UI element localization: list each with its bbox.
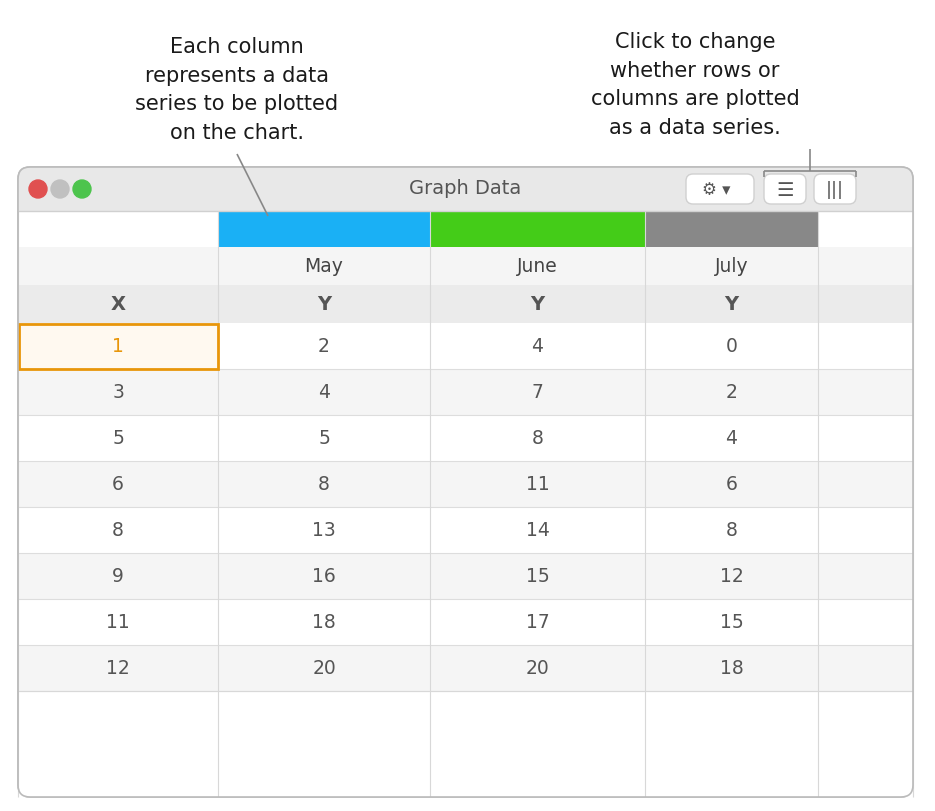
Text: 8: 8 — [112, 521, 124, 540]
Text: ☰: ☰ — [776, 180, 794, 200]
Text: 1: 1 — [112, 337, 124, 356]
Text: 9: 9 — [112, 567, 124, 586]
FancyBboxPatch shape — [814, 175, 856, 204]
Text: 13: 13 — [312, 521, 336, 540]
Bar — [218, 324, 913, 370]
Text: Each column
represents a data
series to be plotted
on the chart.: Each column represents a data series to … — [136, 36, 338, 143]
Text: 4: 4 — [531, 337, 543, 356]
Bar — [18, 370, 913, 415]
Text: 2: 2 — [726, 383, 738, 402]
Text: 18: 18 — [312, 613, 336, 632]
Bar — [18, 415, 913, 461]
Text: 8: 8 — [726, 521, 738, 540]
Bar — [18, 324, 218, 370]
Text: 6: 6 — [726, 475, 738, 494]
Circle shape — [29, 181, 47, 199]
Bar — [818, 212, 913, 247]
Bar — [218, 212, 430, 247]
Text: 20: 20 — [312, 659, 336, 678]
Text: 15: 15 — [720, 613, 743, 632]
Bar — [18, 461, 913, 508]
Text: 4: 4 — [726, 429, 738, 448]
Text: Y: Y — [725, 295, 739, 314]
Text: Y: Y — [530, 295, 544, 314]
Text: July: July — [714, 257, 748, 277]
Text: Click to change
whether rows or
columns are plotted
as a data series.: Click to change whether rows or columns … — [591, 32, 799, 138]
Text: Y: Y — [317, 295, 331, 314]
Circle shape — [51, 181, 69, 199]
Text: 8: 8 — [318, 475, 330, 494]
Text: 3: 3 — [112, 383, 124, 402]
Bar — [18, 285, 913, 324]
Text: 0: 0 — [726, 337, 738, 356]
Text: 7: 7 — [532, 383, 543, 402]
Text: 8: 8 — [532, 429, 543, 448]
Bar — [18, 691, 913, 797]
Text: 15: 15 — [525, 567, 550, 586]
Bar — [18, 212, 218, 247]
Text: |||: ||| — [826, 181, 844, 199]
Text: 20: 20 — [525, 659, 550, 678]
Text: June: June — [517, 257, 558, 277]
FancyBboxPatch shape — [18, 168, 913, 212]
Text: 12: 12 — [720, 567, 743, 586]
Text: 17: 17 — [525, 613, 550, 632]
Bar — [18, 508, 913, 553]
Text: 11: 11 — [525, 475, 550, 494]
Text: 18: 18 — [720, 659, 743, 678]
Text: 12: 12 — [107, 659, 130, 678]
Text: Graph Data: Graph Data — [410, 179, 522, 198]
Text: 2: 2 — [318, 337, 330, 356]
Bar — [19, 324, 218, 369]
Bar — [645, 212, 818, 247]
FancyBboxPatch shape — [764, 175, 806, 204]
FancyBboxPatch shape — [18, 168, 913, 797]
Text: ⚙ ▾: ⚙ ▾ — [702, 181, 730, 199]
Bar — [430, 212, 645, 247]
Text: 4: 4 — [318, 383, 330, 402]
Text: 6: 6 — [112, 475, 124, 494]
Circle shape — [73, 181, 91, 199]
Text: 14: 14 — [525, 521, 550, 540]
Bar — [18, 191, 913, 212]
Bar — [18, 646, 913, 691]
Text: 16: 16 — [312, 567, 336, 586]
Bar — [18, 599, 913, 646]
Bar — [18, 553, 913, 599]
Text: X: X — [110, 295, 125, 314]
FancyBboxPatch shape — [686, 175, 754, 204]
Bar — [18, 247, 913, 285]
Text: 5: 5 — [318, 429, 330, 448]
Text: 11: 11 — [107, 613, 130, 632]
Text: 5: 5 — [112, 429, 124, 448]
Text: May: May — [305, 257, 343, 277]
